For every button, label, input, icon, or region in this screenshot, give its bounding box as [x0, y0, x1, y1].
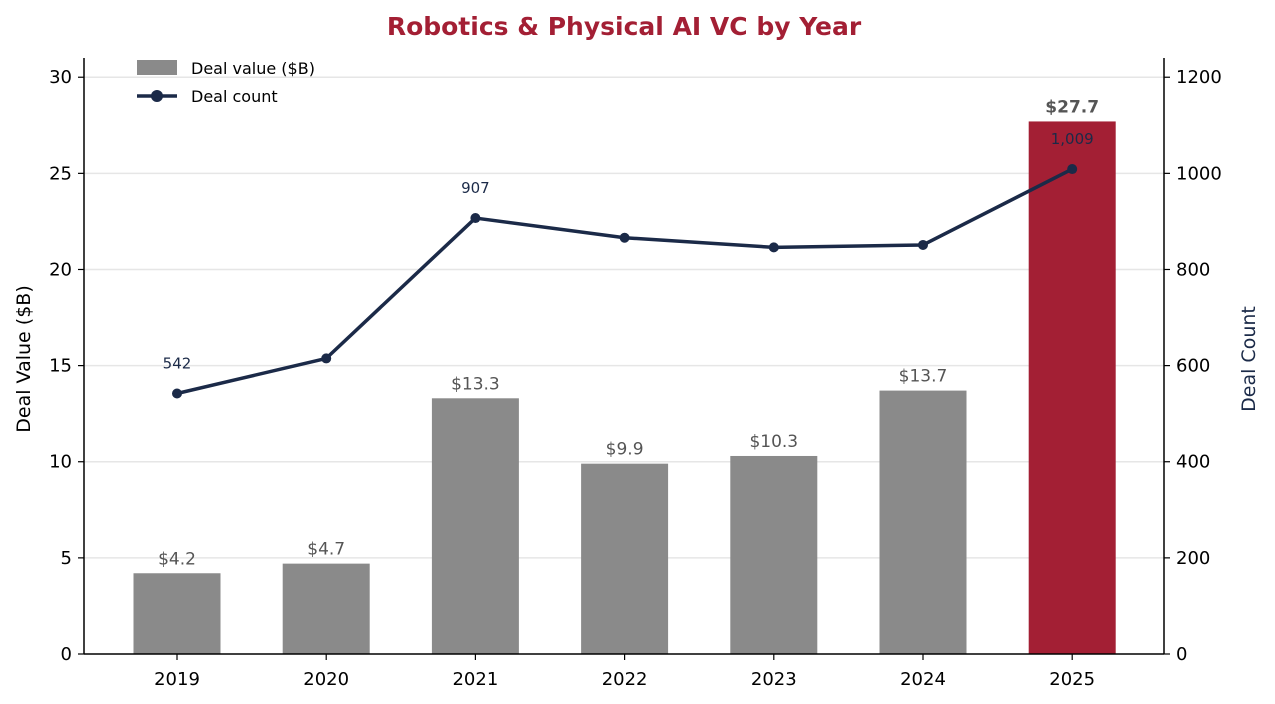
deal-count-point-2023: [768, 242, 779, 253]
bar-2024: [879, 390, 967, 654]
deal-count-label: 907: [461, 179, 490, 197]
deal-count-point-2019: [172, 388, 182, 399]
legend-line-marker: [151, 90, 163, 102]
x-tick-label: 2020: [303, 669, 349, 690]
bar-2020: [282, 563, 370, 654]
bar-value-label: $4.2: [158, 549, 196, 569]
bar-value-label: $13.3: [451, 374, 500, 394]
bar-2021: [431, 398, 519, 654]
deal-count-line: [172, 164, 1078, 399]
y-right-tick-label: 600: [1176, 356, 1210, 377]
y-axis-left-label: Deal Value ($B): [13, 285, 35, 432]
x-tick-label: 2021: [452, 669, 498, 690]
legend-deal-value: Deal value ($B): [191, 59, 315, 78]
deal-count-point-2020: [321, 353, 332, 364]
bar-value-label: $4.7: [307, 540, 345, 560]
bar-2025: [1028, 121, 1116, 654]
y-axis-right-label: Deal Count: [1238, 306, 1260, 412]
x-tick-label: 2019: [154, 669, 200, 690]
deal-count-label: 1,009: [1051, 130, 1094, 148]
y-right-tick-label: 1000: [1176, 163, 1222, 184]
y-right-tick-label: 0: [1176, 644, 1187, 665]
legend-deal-count: Deal count: [191, 87, 278, 106]
y-left-tick-label: 10: [49, 452, 72, 473]
bar-2022: [581, 463, 669, 654]
bar-2019: [133, 573, 221, 654]
deal-count-label: 542: [163, 354, 192, 372]
y-right-tick-label: 400: [1176, 452, 1210, 473]
deal-count-point-2022: [619, 232, 630, 243]
y-left-tick-label: 25: [49, 163, 72, 184]
y-right-tick-label: 800: [1176, 259, 1210, 280]
bar-value-label: $10.3: [749, 432, 798, 452]
y-left-tick-label: 30: [49, 67, 72, 88]
deal-count-point-2024: [918, 239, 928, 250]
legend: Deal value ($B) Deal count: [137, 59, 315, 106]
gridlines: [84, 76, 1164, 559]
deal-count-polyline: [176, 167, 1073, 396]
bar-value-label: $13.7: [899, 367, 948, 387]
y-left-tick-label: 20: [49, 259, 72, 280]
deal-value-bars: [133, 121, 1116, 654]
y-right-tick-label: 200: [1176, 548, 1210, 569]
data-labels: $4.2 $4.7 $13.3 $9.9 $10.3 $13.7 $27.7 542 907 1,…: [158, 97, 1099, 569]
bar-value-label: $9.9: [606, 440, 644, 460]
legend-bar-swatch: [137, 60, 177, 75]
y-left-tick-label: 15: [49, 356, 72, 377]
y-right-tick-label: 1200: [1176, 67, 1222, 88]
y-left-tick-label: 5: [61, 548, 72, 569]
deal-count-point-2025: [1067, 164, 1078, 175]
x-tick-label: 2025: [1049, 669, 1095, 690]
x-tick-label: 2022: [602, 669, 648, 690]
chart-title: Robotics & Physical AI VC by Year: [387, 12, 862, 41]
bar-2023: [730, 455, 818, 654]
bar-value-label: $27.7: [1045, 97, 1099, 117]
deal-count-point-2021: [470, 213, 481, 224]
x-tick-label: 2023: [751, 669, 797, 690]
y-left-tick-label: 0: [61, 644, 72, 665]
x-tick-label: 2024: [900, 669, 946, 690]
